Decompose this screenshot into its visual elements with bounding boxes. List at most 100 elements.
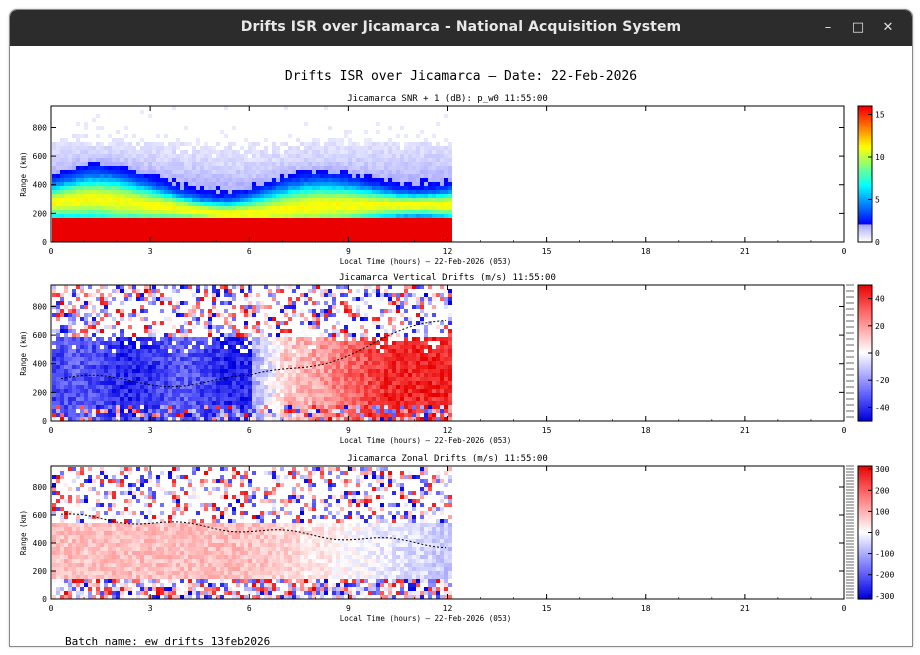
snr-cell <box>432 190 436 194</box>
vertical-drift-cell <box>200 313 204 317</box>
snr-cell <box>188 174 192 178</box>
snr-cell <box>208 154 212 158</box>
vertical-drift-cell <box>152 345 156 349</box>
snr-cell <box>428 186 432 190</box>
vertical-drift-cell <box>116 341 120 345</box>
vertical-drift-cell <box>312 381 316 385</box>
vertical-drift-cell <box>212 293 216 297</box>
vertical-drift-cell <box>92 361 96 365</box>
vertical-drift-cell <box>92 309 96 313</box>
vertical-drift-cell <box>352 397 356 401</box>
snr-cell <box>200 194 204 198</box>
snr-cell <box>248 222 252 226</box>
snr-cell <box>144 230 148 234</box>
snr-cell <box>296 226 300 230</box>
vertical-drift-cell <box>80 289 84 293</box>
vertical-drift-cell <box>188 329 192 333</box>
snr-cell <box>132 182 136 186</box>
vertical-drift-cell <box>348 305 352 309</box>
maximize-button[interactable]: □ <box>851 20 865 35</box>
snr-cell <box>288 226 292 230</box>
snr-cell <box>312 210 316 214</box>
vertical-drift-cell <box>268 325 272 329</box>
snr-cell <box>188 226 192 230</box>
vertical-drift-cell <box>268 365 272 369</box>
snr-cell <box>200 178 204 182</box>
snr-cell <box>236 222 240 226</box>
snr-cell <box>440 166 444 170</box>
snr-cell <box>72 214 76 218</box>
snr-cell <box>92 174 96 178</box>
vertical-drift-cell <box>328 313 332 317</box>
snr-cell <box>420 194 424 198</box>
snr-cell <box>60 202 64 206</box>
snr-cell <box>228 142 232 146</box>
vertical-drift-cell <box>188 369 192 373</box>
vertical-drift-cell <box>216 385 220 389</box>
vertical-drift-cell <box>368 397 372 401</box>
snr-cell <box>300 190 304 194</box>
snr-cell <box>268 158 272 162</box>
snr-cell <box>312 158 316 162</box>
snr-cell <box>368 174 372 178</box>
vertical-drift-cell <box>320 393 324 397</box>
vertical-drift-cell <box>348 409 352 413</box>
vertical-drift-cell <box>264 345 268 349</box>
vertical-drift-cell <box>84 301 88 305</box>
vertical-drift-cell <box>372 401 376 405</box>
vertical-drift-cell <box>336 349 340 353</box>
snr-cell <box>144 226 148 230</box>
snr-cell <box>320 206 324 210</box>
title-bar[interactable]: Drifts ISR over Jicamarca - National Acq… <box>10 10 912 46</box>
vertical-drift-cell <box>100 409 104 413</box>
snr-cell <box>204 202 208 206</box>
vertical-drift-cell <box>276 385 280 389</box>
vertical-drift-cell <box>336 309 340 313</box>
snr-cell <box>312 146 316 150</box>
snr-cell <box>112 146 116 150</box>
snr-cell <box>320 198 324 202</box>
snr-cell <box>196 214 200 218</box>
vertical-drift-cell <box>52 401 56 405</box>
vertical-drift-cell <box>328 405 332 409</box>
snr-cell <box>152 150 156 154</box>
snr-cell <box>344 230 348 234</box>
vertical-drift-cell <box>216 337 220 341</box>
snr-cell <box>400 150 404 154</box>
vertical-drift-cell <box>240 369 244 373</box>
vertical-drift-cell <box>276 285 280 289</box>
vertical-drift-cell <box>88 285 92 289</box>
vertical-drift-cell <box>196 285 200 289</box>
snr-cell <box>388 202 392 206</box>
snr-cell <box>64 226 68 230</box>
snr-cell <box>144 222 148 226</box>
snr-cell <box>412 150 416 154</box>
minimize-button[interactable]: – <box>824 20 832 35</box>
vertical-drift-cell <box>264 361 268 365</box>
snr-cell <box>428 210 432 214</box>
close-button[interactable]: ✕ <box>882 20 894 35</box>
vertical-drift-cell <box>188 349 192 353</box>
vertical-drift-cell <box>356 385 360 389</box>
snr-cell <box>416 146 420 150</box>
snr-cell <box>272 234 276 238</box>
vertical-drift-cell <box>180 365 184 369</box>
snr-cell <box>436 238 440 242</box>
snr-cell <box>300 202 304 206</box>
snr-cell <box>364 170 368 174</box>
vertical-drift-cell <box>152 393 156 397</box>
snr-cell <box>364 198 368 202</box>
vertical-drift-cell <box>172 361 176 365</box>
vertical-drift-cell <box>60 309 64 313</box>
vertical-drift-cell <box>292 337 296 341</box>
vertical-drift-cell <box>96 349 100 353</box>
vertical-drift-cell <box>292 313 296 317</box>
snr-cell <box>264 214 268 218</box>
vertical-drift-cell <box>212 381 216 385</box>
snr-cell <box>60 162 64 166</box>
snr-cell <box>148 198 152 202</box>
vertical-drift-cell <box>232 377 236 381</box>
snr-cell <box>108 198 112 202</box>
colorbar-segment <box>858 121 872 125</box>
vertical-drift-cell <box>308 365 312 369</box>
